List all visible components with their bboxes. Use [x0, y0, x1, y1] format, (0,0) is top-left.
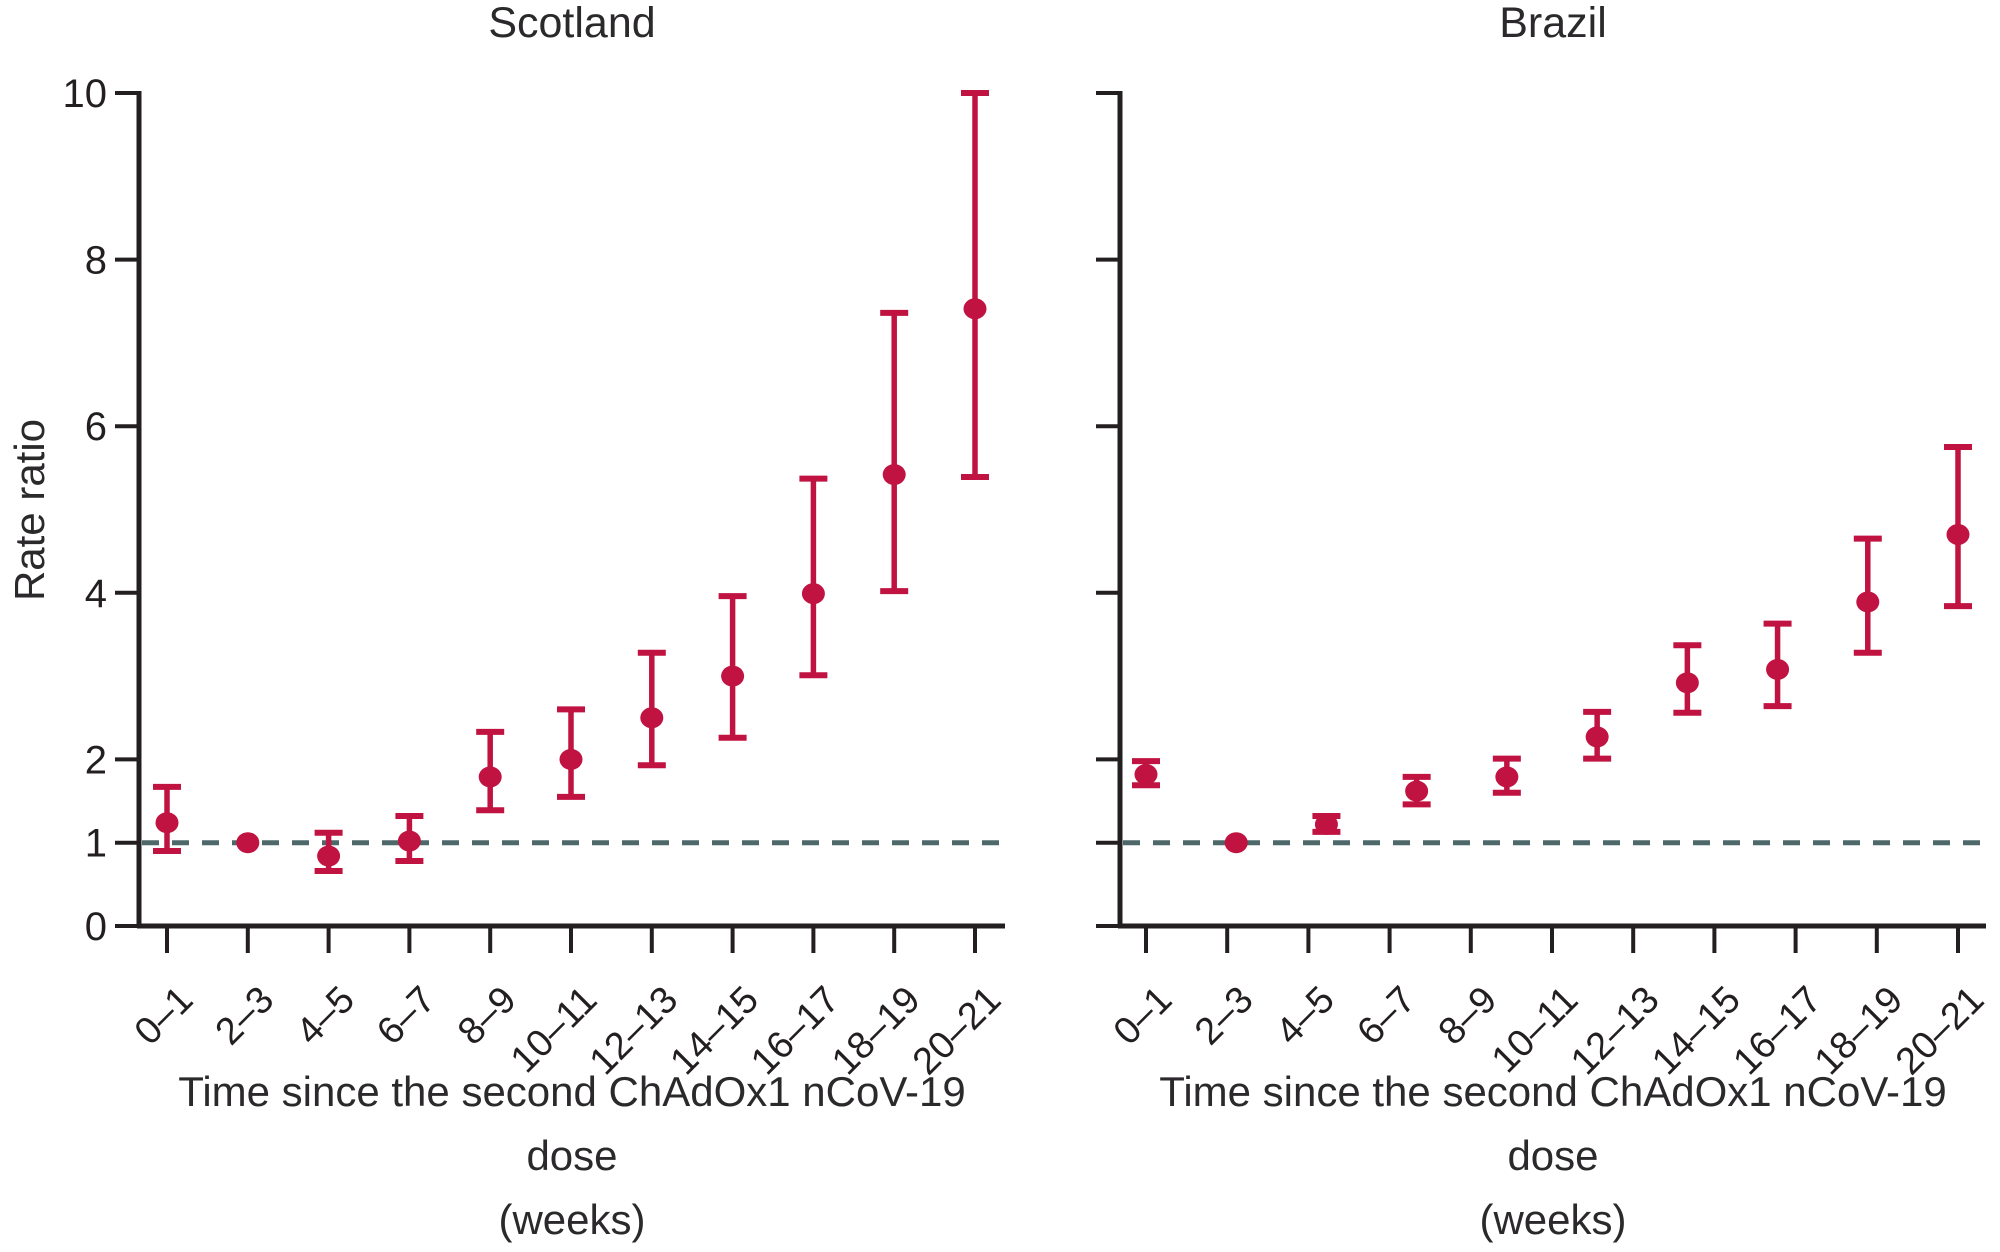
- x-tick-label: 4–5: [288, 979, 363, 1054]
- x-axis-caption-line2: (weeks): [1479, 1196, 1627, 1243]
- y-tick-label: 1: [85, 822, 107, 866]
- data-point: [721, 665, 745, 687]
- data-point: [1405, 780, 1429, 802]
- data-point: [1856, 591, 1880, 613]
- reference-point: [236, 832, 260, 854]
- data-point: [478, 766, 502, 788]
- x-tick-label: 2–3: [1187, 979, 1262, 1054]
- x-tick-label: 6–7: [1349, 979, 1424, 1054]
- data-point: [1946, 523, 1970, 545]
- x-axis-caption-line1: Time since the second ChAdOx1 nCoV-19 do…: [1159, 1068, 1947, 1179]
- data-point: [963, 298, 987, 320]
- data-point: [1766, 658, 1790, 680]
- x-axis-caption-brazil: Time since the second ChAdOx1 nCoV-19 do…: [1120, 1060, 1986, 1252]
- data-point: [1675, 672, 1699, 694]
- x-tick-label: 2–3: [208, 979, 283, 1054]
- x-axis-caption-scotland: Time since the second ChAdOx1 nCoV-19 do…: [139, 1060, 1005, 1252]
- x-axis-caption-line1: Time since the second ChAdOx1 nCoV-19 do…: [178, 1068, 966, 1179]
- y-tick-label: 8: [85, 239, 107, 283]
- data-point: [640, 707, 664, 729]
- y-tick-label: 2: [85, 738, 107, 782]
- data-point: [1314, 813, 1338, 835]
- data-point: [317, 845, 341, 867]
- data-point: [1134, 763, 1158, 785]
- y-tick-label: 4: [85, 572, 107, 616]
- x-axis-caption-line2: (weeks): [498, 1196, 646, 1243]
- y-tick-label: 6: [85, 405, 107, 449]
- y-tick-label: 0: [85, 905, 107, 949]
- x-tick-label: 0–1: [127, 979, 202, 1054]
- panel-title-brazil: Brazil: [1499, 0, 1607, 47]
- reference-point: [1224, 832, 1248, 854]
- data-point: [397, 830, 421, 852]
- y-tick-label: 10: [63, 72, 108, 116]
- x-tick-label: 6–7: [369, 979, 444, 1054]
- data-point: [155, 812, 179, 834]
- data-point: [882, 464, 906, 486]
- panel-title-scotland: Scotland: [488, 0, 656, 47]
- x-tick-label: 4–5: [1268, 979, 1343, 1054]
- data-point: [559, 748, 583, 770]
- data-point: [801, 583, 825, 605]
- x-tick-label: 0–1: [1106, 979, 1181, 1054]
- data-point: [1585, 726, 1609, 748]
- data-point: [1495, 766, 1519, 788]
